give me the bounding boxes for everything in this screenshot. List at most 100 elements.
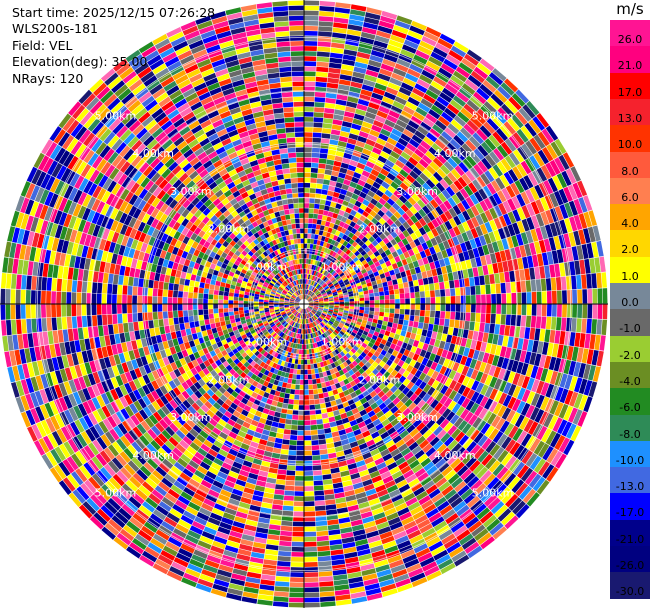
velocity-gate xyxy=(348,291,353,295)
velocity-gate xyxy=(346,286,352,290)
velocity-gate xyxy=(501,238,509,250)
velocity-gate xyxy=(369,263,376,270)
velocity-gate xyxy=(546,291,552,304)
velocity-gate xyxy=(408,262,415,270)
velocity-gate xyxy=(390,194,399,203)
velocity-gate xyxy=(283,429,291,435)
velocity-gate xyxy=(343,211,350,219)
velocity-gate xyxy=(266,539,280,546)
velocity-gate xyxy=(445,304,451,312)
velocity-gate xyxy=(373,164,382,173)
velocity-gate xyxy=(328,283,334,288)
velocity-gate xyxy=(453,70,467,83)
velocity-gate xyxy=(368,229,376,236)
velocity-gate xyxy=(408,138,420,148)
velocity-gate xyxy=(328,310,333,314)
velocity-gate xyxy=(516,361,524,374)
velocity-gate xyxy=(390,327,397,334)
velocity-gate xyxy=(409,63,423,74)
velocity-gate xyxy=(310,414,317,420)
velocity-gate xyxy=(304,481,314,486)
velocity-gate xyxy=(534,184,544,199)
velocity-gate xyxy=(329,180,337,187)
velocity-gate xyxy=(334,300,339,303)
velocity-gate xyxy=(454,279,460,288)
velocity-gate xyxy=(276,401,283,408)
velocity-gate xyxy=(568,407,578,423)
velocity-gate xyxy=(545,209,554,224)
velocity-gate xyxy=(424,336,431,345)
velocity-gate xyxy=(395,142,406,151)
velocity-gate xyxy=(365,69,379,78)
velocity-gate xyxy=(349,296,354,300)
velocity-gate xyxy=(439,318,445,326)
velocity-gate xyxy=(521,143,533,158)
velocity-gate xyxy=(318,307,324,310)
velocity-gate xyxy=(266,477,277,484)
velocity-gate xyxy=(487,243,495,254)
velocity-gate xyxy=(520,125,533,140)
velocity-gate xyxy=(476,176,486,188)
velocity-gate xyxy=(318,286,323,291)
velocity-gate xyxy=(521,205,531,219)
velocity-gate xyxy=(413,238,421,247)
velocity-gate xyxy=(296,440,304,446)
velocity-gate xyxy=(304,0,320,6)
velocity-gate xyxy=(279,535,292,542)
velocity-gate xyxy=(443,342,451,351)
velocity-gate xyxy=(380,101,392,110)
velocity-gate xyxy=(425,150,436,161)
velocity-gate xyxy=(290,384,296,390)
velocity-gate xyxy=(489,207,498,220)
velocity-gate xyxy=(276,566,291,572)
velocity-gate xyxy=(333,224,339,230)
velocity-gate xyxy=(469,193,479,205)
velocity-gate xyxy=(388,317,394,323)
velocity-gate xyxy=(289,587,304,593)
velocity-gate xyxy=(333,22,348,29)
velocity-gate xyxy=(424,316,430,324)
velocity-gate xyxy=(308,300,313,303)
velocity-gate xyxy=(365,161,375,169)
velocity-gate xyxy=(480,341,487,352)
velocity-gate xyxy=(275,581,290,587)
velocity-gate xyxy=(310,239,315,244)
velocity-gate xyxy=(390,223,398,231)
velocity-gate xyxy=(319,273,323,279)
velocity-gate xyxy=(359,174,368,182)
velocity-gate xyxy=(551,317,557,330)
velocity-gate xyxy=(429,317,435,325)
velocity-gate xyxy=(465,196,475,208)
velocity-gate xyxy=(314,290,319,294)
velocity-gate xyxy=(583,228,591,244)
velocity-gate xyxy=(476,108,490,121)
velocity-gate xyxy=(443,200,453,210)
velocity-gate xyxy=(342,276,348,282)
velocity-gate xyxy=(304,541,317,547)
velocity-gate xyxy=(367,317,373,323)
velocity-gate xyxy=(392,202,401,211)
velocity-gate xyxy=(403,39,419,50)
velocity-gate xyxy=(482,265,489,276)
velocity-gate xyxy=(315,255,320,261)
velocity-gate xyxy=(398,195,408,204)
velocity-gate xyxy=(446,142,458,154)
velocity-gate xyxy=(439,281,445,290)
velocity-gate xyxy=(309,304,314,306)
velocity-gate xyxy=(526,377,535,391)
velocity-gate xyxy=(396,91,410,101)
velocity-gate xyxy=(283,495,294,501)
velocity-gate xyxy=(358,312,364,317)
velocity-gate xyxy=(577,289,583,304)
velocity-gate xyxy=(329,233,335,240)
velocity-gate xyxy=(379,273,386,279)
velocity-gate xyxy=(351,234,358,241)
velocity-gate xyxy=(324,306,329,308)
velocity-gate xyxy=(488,134,501,148)
velocity-gate xyxy=(492,131,505,145)
velocity-gate xyxy=(314,305,319,307)
velocity-gate xyxy=(305,264,309,269)
velocity-gate xyxy=(376,265,383,271)
velocity-gate xyxy=(306,243,311,249)
velocity-gate xyxy=(524,351,532,364)
